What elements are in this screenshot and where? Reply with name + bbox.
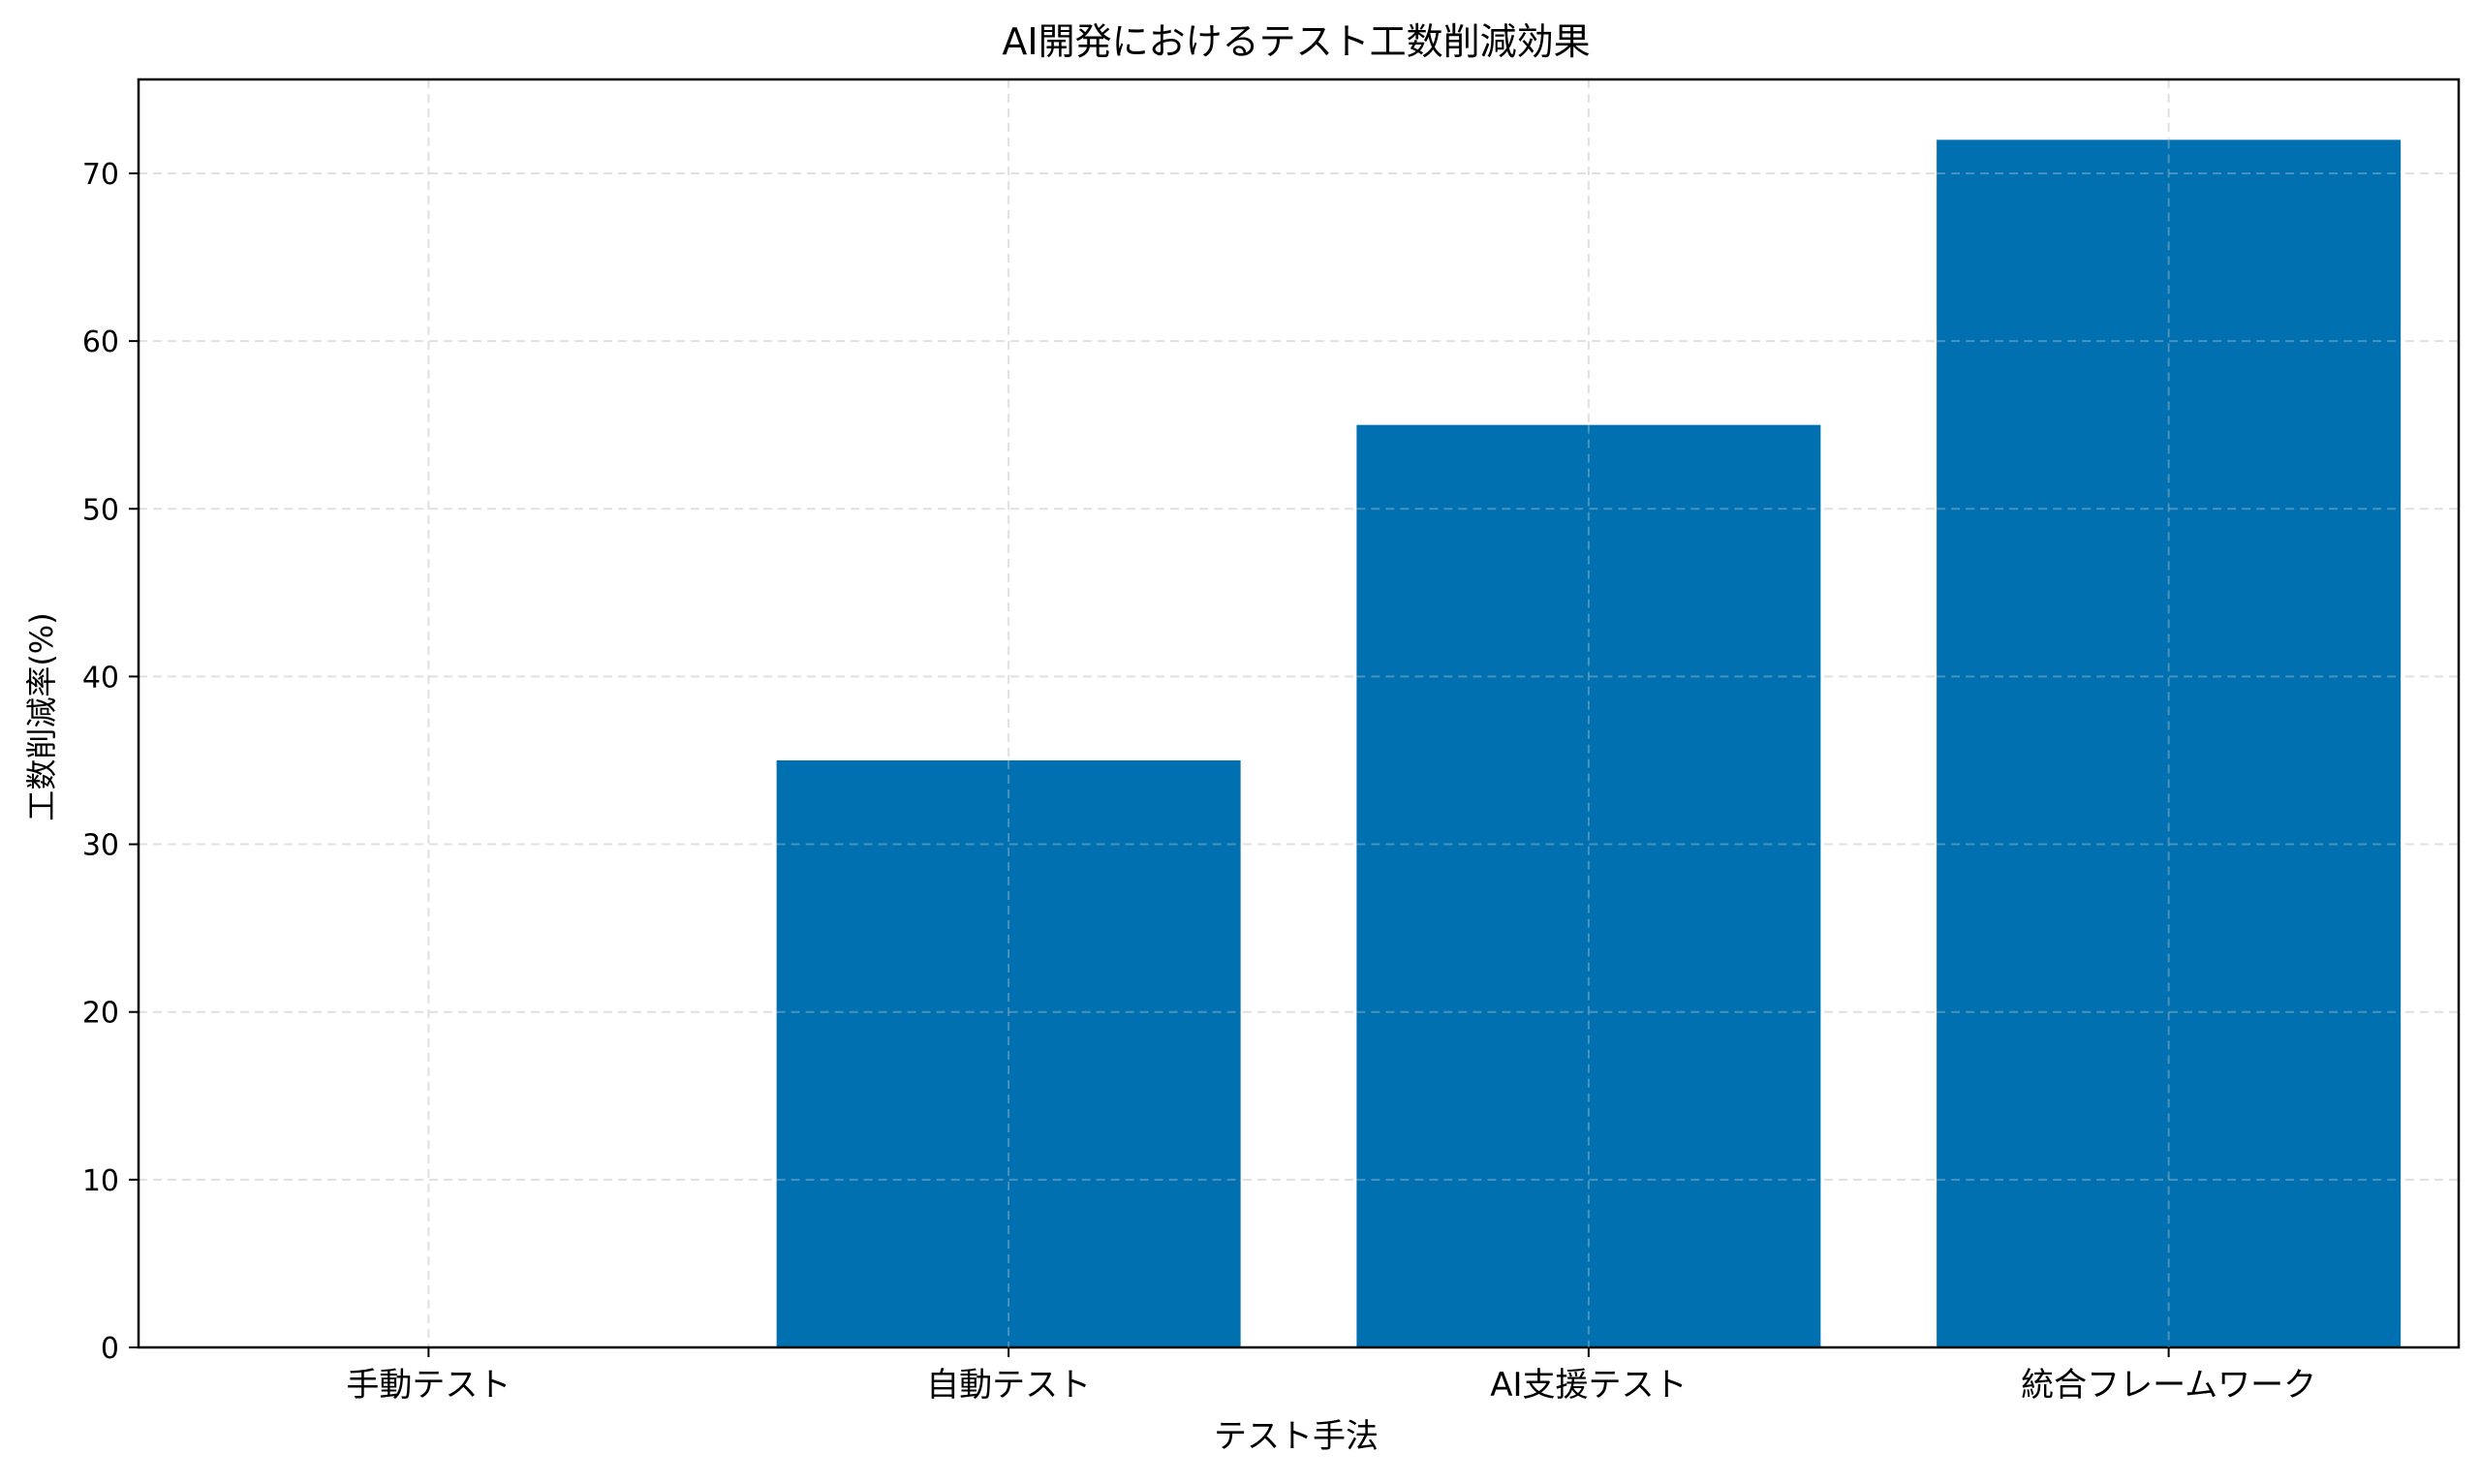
x-tick-label: AI支援テスト [1490,1366,1687,1405]
y-tick-label: 20 [82,997,119,1031]
y-axis-label: 工数削減率(%) [23,612,60,820]
bars [776,139,2402,1347]
x-tick-label: 統合フレームワーク [2021,1366,2316,1405]
y-tick-label: 0 [101,1332,119,1366]
y-tick-label: 10 [82,1164,119,1198]
x-tick-label: 手動テスト [346,1366,511,1405]
y-tick-label: 30 [82,829,119,863]
bar-4 [1937,139,2402,1347]
y-tick-label: 40 [82,661,119,695]
x-axis-label: テスト手法 [1214,1417,1379,1456]
chart-title: AI開発におけるテスト工数削減効果 [1002,20,1590,63]
bar-3 [1356,424,1821,1347]
y-tick-label: 50 [82,493,119,527]
x-tick-label: 自動テスト [926,1366,1091,1405]
plot-frame [137,77,2461,1349]
axes: 0 10 20 30 40 50 60 70 手動テスト 自動テスト AI支援テスト 統合フレームワー… [82,77,2461,1405]
y-tick-label: 70 [82,158,119,192]
y-tick-label: 60 [82,325,119,359]
bar-2 [776,759,1241,1347]
